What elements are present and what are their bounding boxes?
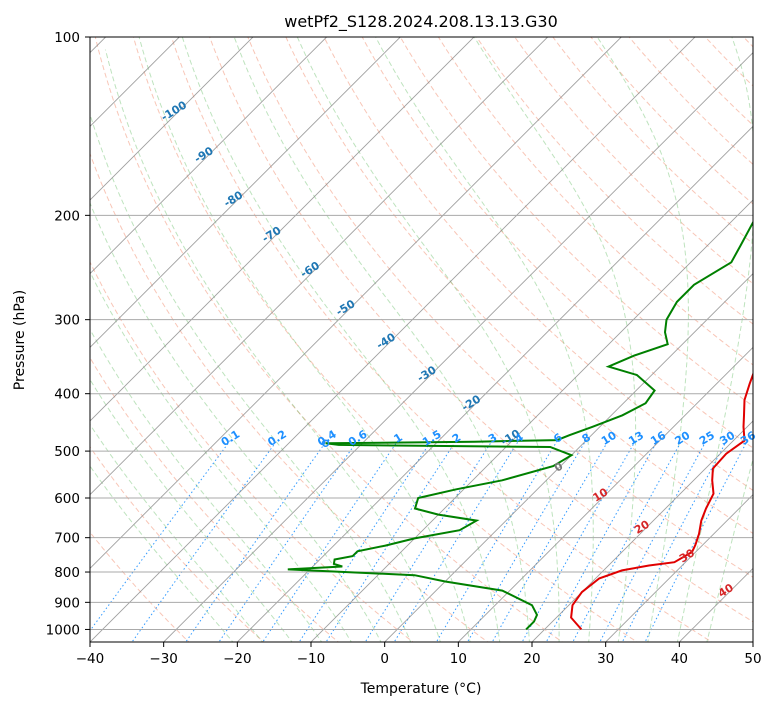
x-tick-label: −10: [297, 651, 326, 667]
moist-adiabat: [90, 378, 293, 642]
x-axis-ticks: −40 −30 −20 −10 0 10 20 30 40 50: [76, 642, 762, 667]
x-axis-label: Temperature (°C): [360, 681, 482, 697]
mixing-ratio-line: [621, 440, 728, 642]
dry-adiabat: [247, 37, 753, 578]
y-tick-label: 600: [54, 491, 80, 507]
isotherm: [90, 37, 254, 201]
isotherm: [310, 199, 753, 642]
moist-adiabat: [90, 423, 264, 642]
mixing-ratio-line: [262, 440, 399, 642]
isotherm: [384, 273, 753, 642]
isotherm: [90, 37, 549, 496]
x-tick-label: −40: [76, 651, 105, 667]
x-tick-label: 50: [744, 651, 761, 667]
y-tick-label: 700: [54, 531, 80, 547]
isotherms: [90, 37, 753, 642]
x-tick-label: −20: [223, 651, 252, 667]
x-tick-label: 40: [671, 651, 688, 667]
series-lines: [287, 219, 753, 631]
chart-title: wetPf2_S128.2024.208.13.13.G30: [284, 12, 558, 32]
dry-adiabat: [323, 37, 753, 491]
isotherm: [90, 37, 328, 275]
y-tick-label: 400: [54, 387, 80, 403]
moist-adiabat: [90, 201, 382, 642]
x-tick-label: −30: [149, 651, 178, 667]
mixing-ratio-line: [393, 440, 520, 642]
mixing-ratio-line: [325, 440, 457, 642]
dry-adiabat: [285, 37, 753, 535]
mixing-ratio-line: [131, 440, 278, 642]
y-tick-label: 500: [54, 444, 80, 460]
y-tick-label: 900: [54, 595, 80, 611]
isotherm: [90, 37, 401, 348]
isotherm: [457, 346, 753, 642]
y-axis-label: Pressure (hPa): [12, 290, 28, 390]
mixing-ratio-line: [545, 440, 659, 642]
plot-frame: [89, 36, 754, 643]
x-tick-label: 30: [597, 651, 614, 667]
moist-adiabat: [90, 465, 234, 642]
y-tick-label: 800: [54, 565, 80, 581]
dry-adiabat: [361, 37, 753, 449]
moist-adiabat: [90, 112, 412, 642]
mixing-ratio-line: [185, 440, 328, 642]
plot-area: [90, 37, 753, 642]
isotherm: [90, 37, 622, 569]
x-tick-label: 0: [380, 651, 389, 667]
x-tick-label: 10: [450, 651, 467, 667]
y-tick-label: 200: [54, 208, 80, 224]
dry-adiabat: [437, 37, 753, 366]
isotherm: [163, 52, 753, 642]
y-tick-label: 300: [54, 313, 80, 329]
parcel-marker: [321, 439, 330, 448]
x-tick-label: 20: [523, 651, 540, 667]
mixing-ratio-line: [491, 440, 609, 642]
isotherm: [90, 37, 475, 422]
moist-adiabat: [90, 270, 352, 642]
y-tick-label: 1000: [46, 622, 80, 638]
dry-adiabat: [170, 37, 713, 642]
y-axis-ticks: 100 200 300 400 500 600 700 800 900 1000: [46, 30, 90, 638]
dry-adiabat: [90, 152, 489, 642]
dry-adiabat: [476, 37, 753, 325]
moist-adiabat: [90, 328, 323, 642]
y-tick-label: 100: [54, 30, 80, 46]
mixing-ratio-line: [435, 440, 558, 642]
series-line-0: [570, 371, 753, 631]
mixing-ratio-line: [298, 440, 432, 642]
mixing-ratio-line: [599, 440, 707, 642]
isotherm: [531, 420, 753, 642]
mixing-ratio-line: [572, 440, 683, 642]
series-line-1: [287, 219, 753, 631]
isotherm: [605, 494, 753, 642]
isotherm: [90, 37, 696, 642]
isotherm: [236, 125, 753, 642]
